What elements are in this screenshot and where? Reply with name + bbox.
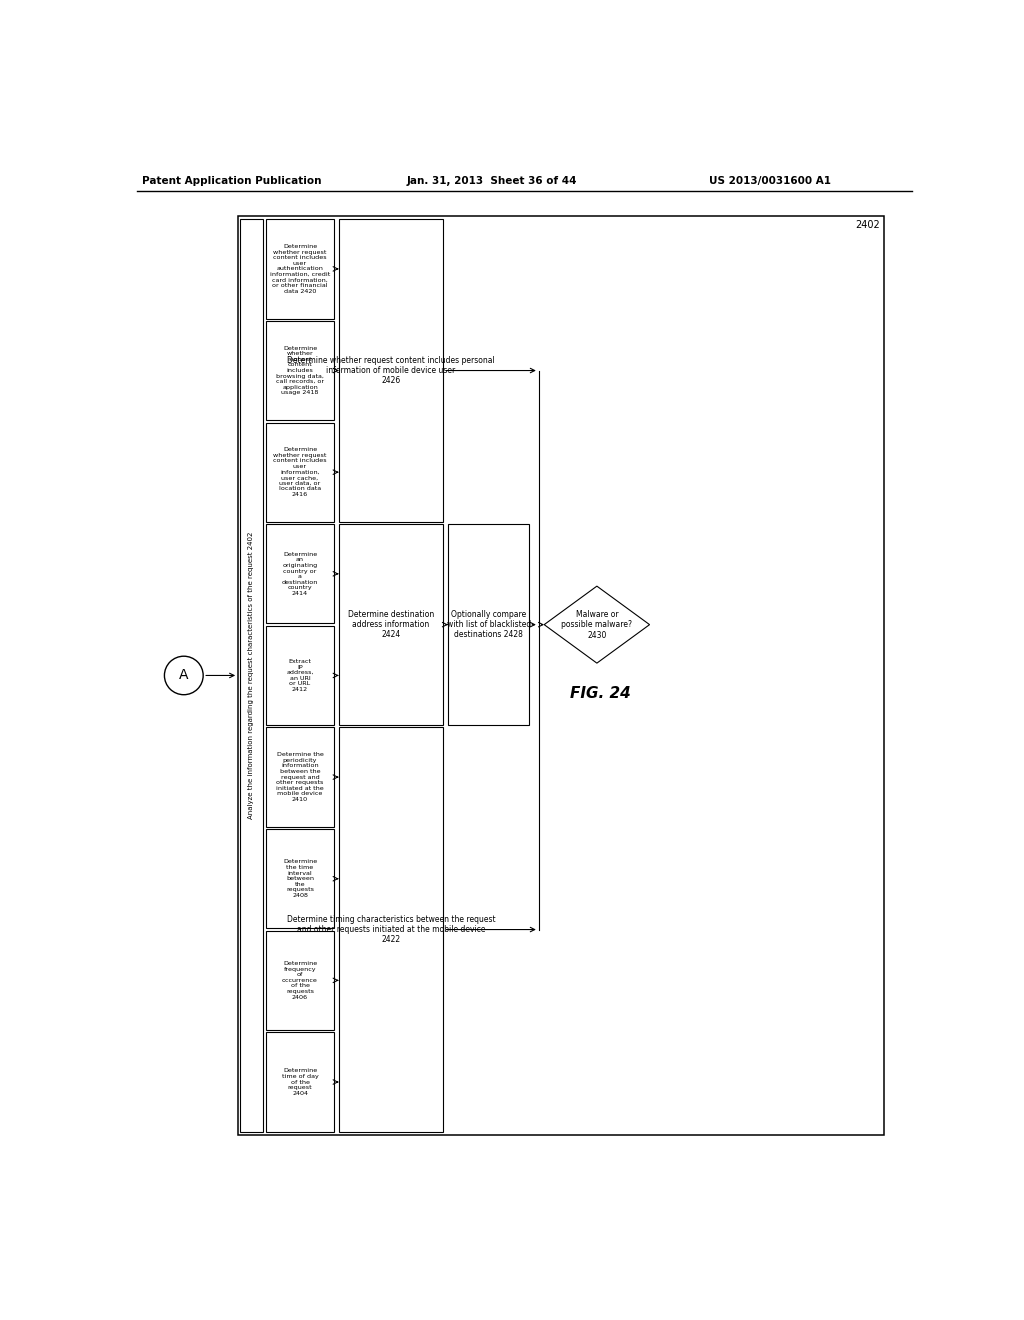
Text: A: A [179,668,188,682]
FancyBboxPatch shape [266,524,334,623]
Text: FIG. 24: FIG. 24 [570,686,631,701]
Text: Malware or
possible malware?
2430: Malware or possible malware? 2430 [561,610,633,639]
FancyBboxPatch shape [339,524,443,725]
FancyBboxPatch shape [266,727,334,826]
Text: Jan. 31, 2013  Sheet 36 of 44: Jan. 31, 2013 Sheet 36 of 44 [407,176,578,186]
Text: 2402: 2402 [855,220,880,230]
FancyBboxPatch shape [339,727,443,1131]
Text: Patent Application Publication: Patent Application Publication [142,176,322,186]
FancyBboxPatch shape [238,216,884,1135]
Text: Determine whether request content includes personal
information of mobile device: Determine whether request content includ… [288,356,495,385]
Text: Determine
frequency
of
occurrence
of the
requests
2406: Determine frequency of occurrence of the… [283,961,318,999]
FancyBboxPatch shape [266,931,334,1030]
Text: US 2013/0031600 A1: US 2013/0031600 A1 [710,176,831,186]
Text: Analyze the information regarding the request characteristics of the request 240: Analyze the information regarding the re… [248,532,254,820]
Text: Determine
the time
interval
between
the
requests
2408: Determine the time interval between the … [283,859,317,898]
FancyBboxPatch shape [240,219,263,1131]
Text: Determine
whether request
content includes
user
authentication
information, cred: Determine whether request content includ… [270,244,330,294]
FancyBboxPatch shape [266,321,334,420]
Text: Determine the
periodicity
information
between the
request and
other requests
ini: Determine the periodicity information be… [276,752,324,803]
FancyBboxPatch shape [266,1032,334,1131]
FancyBboxPatch shape [449,524,529,725]
Text: Determine destination
address information
2424: Determine destination address informatio… [348,610,434,639]
FancyBboxPatch shape [266,626,334,725]
FancyBboxPatch shape [339,219,443,521]
Text: Determine
whether request
content includes
user
information,
user cache,
user da: Determine whether request content includ… [273,447,327,498]
FancyBboxPatch shape [266,219,334,318]
FancyBboxPatch shape [266,829,334,928]
Text: Determine timing characteristics between the request
and other requests initiate: Determine timing characteristics between… [287,915,496,944]
Text: Determine
whether
request
content
includes
browsing data,
call records, or
appli: Determine whether request content includ… [276,346,325,396]
Text: Determine
time of day
of the
request
2404: Determine time of day of the request 240… [282,1068,318,1096]
Text: Determine
an
originating
country or
a
destination
country
2414: Determine an originating country or a de… [282,552,318,595]
Text: Optionally compare
with list of blacklisted
destinations 2428: Optionally compare with list of blacklis… [446,610,530,639]
FancyBboxPatch shape [266,422,334,521]
Text: Extract
IP
address,
an URI
or URL
2412: Extract IP address, an URI or URL 2412 [287,659,313,692]
